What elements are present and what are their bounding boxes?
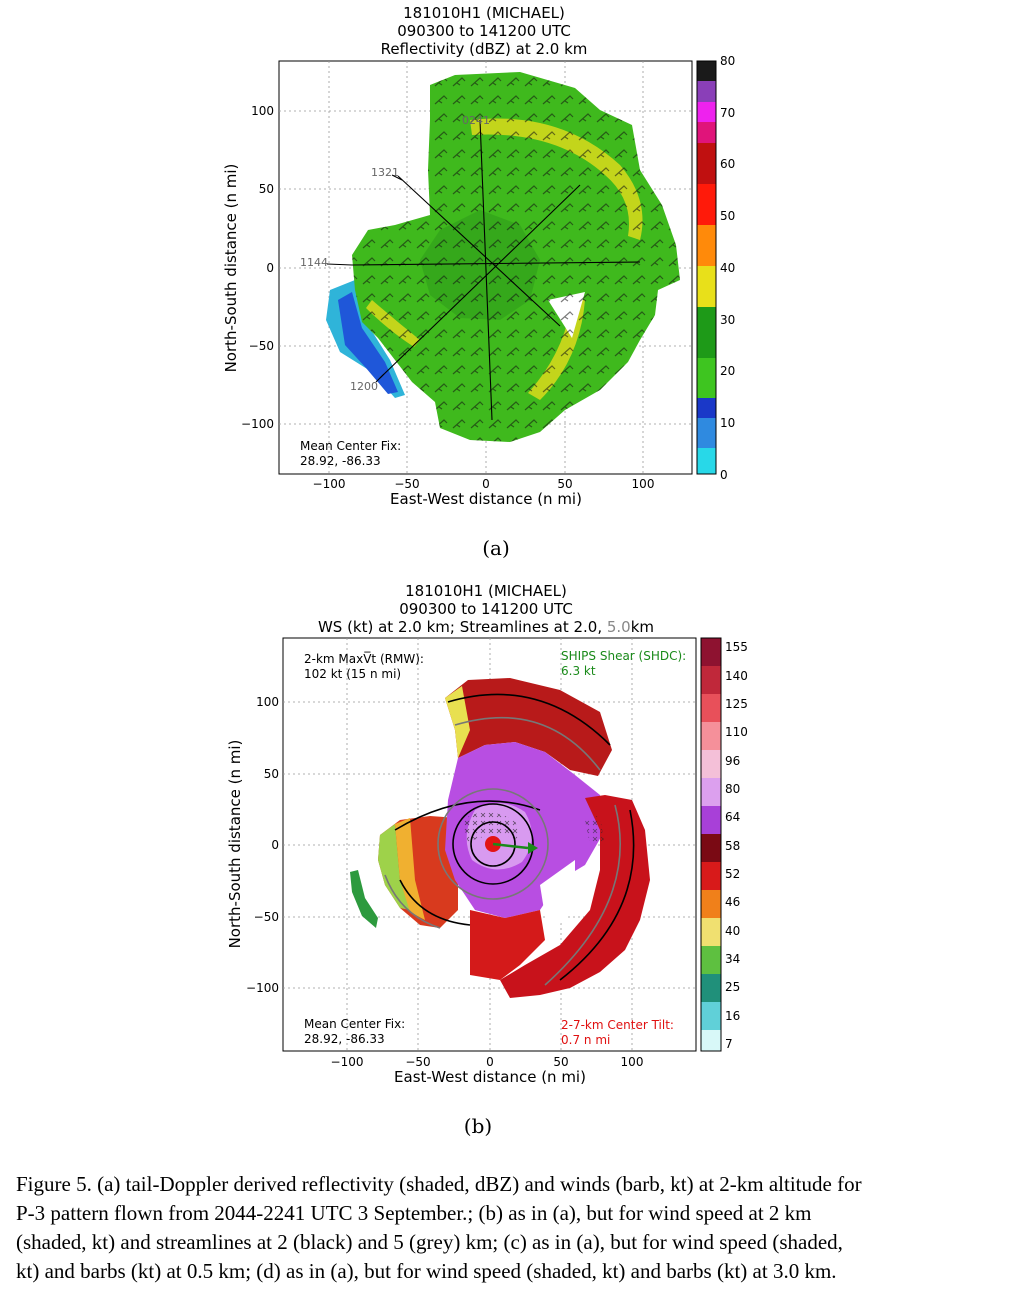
svg-text:0: 0: [482, 477, 490, 491]
svg-text:40: 40: [720, 261, 735, 275]
center-fix-label-b: Mean Center Fix:: [304, 1017, 405, 1031]
svg-text:16: 16: [725, 1009, 740, 1023]
center-fix-label-a: Mean Center Fix:: [300, 439, 401, 453]
leg-time-1321: 1321: [371, 166, 399, 179]
sub-label-a: (a): [482, 536, 510, 560]
svg-text:0: 0: [271, 838, 279, 852]
x-tick-labels-b: −100 −50 0 50 100: [331, 1055, 644, 1069]
leg-time-1200: 1200: [350, 380, 378, 393]
colorbar-a: [696, 60, 717, 475]
svg-text:−50: −50: [249, 339, 274, 353]
max-vt-value: 102 kt (15 n mi): [304, 667, 401, 681]
svg-text:58: 58: [725, 839, 740, 853]
svg-text:10: 10: [720, 416, 735, 430]
tilt-label: 2-7-km Center Tilt:: [561, 1018, 674, 1032]
ws-west-lobe-outer: [378, 824, 410, 910]
flight-legs: [351, 119, 641, 421]
center-fix-value-b: 28.92, -86.33: [304, 1032, 385, 1046]
windspeed-plot: 2-km MaxV̅t (RMW): 102 kt (15 n mi) SHIP…: [226, 637, 748, 1086]
svg-text:−100: −100: [241, 417, 274, 431]
svg-text:52: 52: [725, 867, 740, 881]
ws-south-band: [470, 910, 545, 980]
svg-text:50: 50: [264, 767, 279, 781]
svg-text:50: 50: [720, 209, 735, 223]
ws-left-strip: [350, 870, 378, 928]
y-axis-label-b: North-South distance (n mi): [226, 740, 244, 949]
panel-b-title-3-grey: 5.0: [606, 618, 631, 636]
svg-text:60: 60: [720, 157, 735, 171]
panel-b-title-2: 090300 to 141200 UTC: [399, 600, 573, 618]
svg-text:100: 100: [632, 477, 655, 491]
svg-text:125: 125: [725, 697, 748, 711]
panel-b-title-3-main: WS (kt) at 2.0 km; Streamlines at 2.0,: [317, 618, 607, 636]
sub-label-b: (b): [463, 1114, 493, 1138]
svg-text:50: 50: [259, 182, 274, 196]
svg-text:155: 155: [725, 640, 748, 654]
panel-a: 181010H1 (MICHAEL) 090300 to 141200 UTC …: [0, 0, 1012, 560]
svg-text:0: 0: [266, 261, 274, 275]
x-axis-label-b: East-West distance (n mi): [394, 1068, 586, 1086]
panel-b-title-1: 181010H1 (MICHAEL): [405, 582, 567, 600]
svg-text:80: 80: [720, 54, 735, 68]
panel-b-title-3: WS (kt) at 2.0 km; Streamlines at 2.0, 5…: [0, 618, 992, 637]
colorbar-ticks-a: 80 70 60 50 40 30 20 10 0: [720, 54, 735, 482]
y-axis-label-a: North-South distance (n mi): [222, 164, 240, 373]
svg-text:20: 20: [720, 364, 735, 378]
svg-text:30: 30: [720, 313, 735, 327]
colorbar-b: [700, 637, 722, 1052]
panel-b: 181010H1 (MICHAEL) 090300 to 141200 UTC …: [0, 580, 1012, 1140]
y-tick-labels-b: 100 50 0 −50 −100: [246, 695, 279, 995]
refl-left-band-core: [338, 292, 398, 394]
center-fix-value-a: 28.92, -86.33: [300, 454, 381, 468]
streamlines: [384, 693, 635, 986]
svg-text:−50: −50: [405, 1055, 430, 1069]
figure-caption: Figure 5. (a) tail-Doppler derived refle…: [16, 1172, 862, 1283]
tilt-value: 0.7 n mi: [561, 1033, 610, 1047]
svg-text:40: 40: [725, 924, 740, 938]
panel-a-title-1: 181010H1 (MICHAEL): [403, 4, 565, 22]
ws-north-band: [445, 678, 612, 776]
wind-barbs: [352, 72, 680, 442]
svg-text:0: 0: [486, 1055, 494, 1069]
svg-text:64: 64: [725, 810, 740, 824]
svg-text:50: 50: [553, 1055, 568, 1069]
svg-text:−50: −50: [254, 910, 279, 924]
svg-text:−100: −100: [313, 477, 346, 491]
ws-east-band: [500, 795, 650, 998]
x-tick-labels-a: −100 −50 0 50 100: [313, 477, 655, 491]
svg-text:100: 100: [621, 1055, 644, 1069]
shear-value: 6.3 kt: [561, 664, 596, 678]
leg-time-0241: 0241: [462, 114, 490, 127]
leg-time-1144: 1144: [300, 256, 328, 269]
svg-text:70: 70: [720, 106, 735, 120]
svg-text:96: 96: [725, 754, 740, 768]
svg-text:140: 140: [725, 669, 748, 683]
y-tick-labels-a: 100 50 0 −50 −100: [241, 104, 274, 431]
svg-text:100: 100: [251, 104, 274, 118]
svg-text:80: 80: [725, 782, 740, 796]
max-vt-label: 2-km MaxV̅t (RMW):: [304, 651, 424, 666]
colorbar-ticks-b: 155 140 125 110 96 80 64 58 52 46 40 34 …: [725, 640, 748, 1051]
svg-text:−100: −100: [331, 1055, 364, 1069]
svg-text:110: 110: [725, 725, 748, 739]
svg-text:50: 50: [557, 477, 572, 491]
svg-text:25: 25: [725, 980, 740, 994]
panel-a-title-3: Reflectivity (dBZ) at 2.0 km: [380, 40, 588, 58]
reflectivity-plot: 0241 1321 1144 1200 Mean Center Fix: 28.…: [222, 54, 735, 508]
ws-notch: [540, 860, 575, 935]
panel-a-title-2: 090300 to 141200 UTC: [397, 22, 571, 40]
svg-text:100: 100: [256, 695, 279, 709]
x-axis-label-a: East-West distance (n mi): [390, 490, 582, 508]
panel-b-title-3-end: km: [630, 618, 655, 636]
svg-text:46: 46: [725, 895, 740, 909]
svg-text:7: 7: [725, 1037, 733, 1051]
shear-label: SHIPS Shear (SHDC):: [561, 649, 686, 663]
svg-text:−50: −50: [394, 477, 419, 491]
svg-text:34: 34: [725, 952, 740, 966]
svg-text:−100: −100: [246, 981, 279, 995]
svg-text:0: 0: [720, 468, 728, 482]
